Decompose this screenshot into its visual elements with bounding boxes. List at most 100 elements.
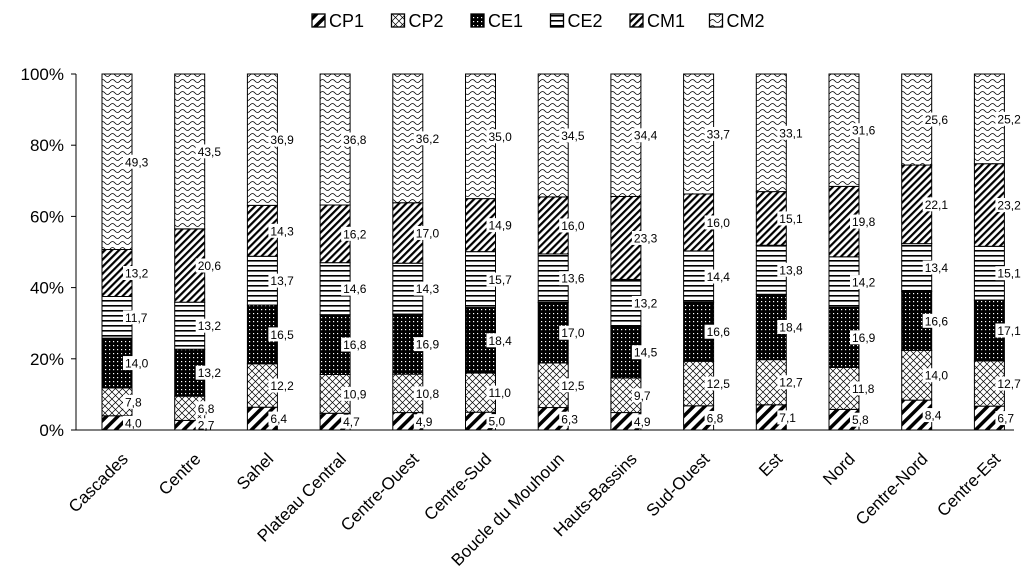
data-label-bg bbox=[777, 375, 810, 390]
data-label: 34,4 bbox=[634, 129, 658, 143]
data-label: 17,0 bbox=[561, 326, 585, 340]
data-label-bg bbox=[413, 337, 446, 352]
data-label-bg bbox=[123, 415, 148, 430]
data-label-bg bbox=[631, 128, 664, 143]
data-label: 13,2 bbox=[125, 267, 149, 281]
y-tick-label: 60% bbox=[30, 207, 64, 226]
data-label-bg bbox=[195, 258, 228, 273]
data-label: 16,0 bbox=[707, 216, 731, 230]
data-label-bg bbox=[268, 378, 301, 393]
data-label-bg bbox=[123, 154, 155, 169]
data-label-bg bbox=[195, 418, 221, 433]
data-label-bg bbox=[413, 281, 446, 296]
data-label: 16,9 bbox=[852, 331, 876, 345]
category-label: Centre-Ouest bbox=[337, 449, 423, 535]
y-tick-label: 40% bbox=[30, 279, 64, 298]
data-label-bg bbox=[631, 295, 664, 310]
data-label-bg bbox=[922, 313, 955, 328]
data-label-bg bbox=[995, 198, 1028, 213]
data-label-bg bbox=[486, 414, 512, 429]
data-label: 15,1 bbox=[997, 267, 1021, 281]
data-label: 14,9 bbox=[489, 219, 513, 233]
data-label: 13,2 bbox=[198, 319, 222, 333]
data-label: 33,1 bbox=[779, 126, 803, 140]
data-label: 17,0 bbox=[416, 226, 440, 240]
legend-label-ce1: CE1 bbox=[488, 11, 523, 31]
data-label-bg bbox=[704, 410, 730, 425]
category-label: Cascades bbox=[65, 449, 132, 516]
data-label: 23,2 bbox=[997, 199, 1021, 213]
data-label: 6,4 bbox=[270, 412, 287, 426]
data-label-bg bbox=[341, 281, 374, 296]
data-label: 6,8 bbox=[198, 402, 215, 416]
category-label: Centre bbox=[155, 449, 205, 499]
data-label: 14,3 bbox=[270, 224, 294, 238]
data-label-bg bbox=[559, 378, 592, 393]
data-label: 9,7 bbox=[634, 389, 651, 403]
data-label: 36,2 bbox=[416, 132, 440, 146]
data-label-bg bbox=[995, 111, 1028, 126]
data-label: 25,2 bbox=[997, 112, 1021, 126]
data-label: 4,9 bbox=[416, 415, 433, 429]
data-label-bg bbox=[268, 132, 301, 147]
data-label-bg bbox=[922, 260, 955, 275]
data-label-bg bbox=[413, 386, 446, 401]
data-label-bg bbox=[559, 271, 592, 286]
legend-swatch-cp2 bbox=[390, 13, 406, 28]
data-label-bg bbox=[631, 414, 657, 429]
data-label: 17,1 bbox=[997, 324, 1021, 338]
data-label: 10,9 bbox=[343, 387, 367, 401]
data-label: 12,7 bbox=[997, 377, 1021, 391]
data-label-bg bbox=[413, 414, 439, 429]
data-label: 31,6 bbox=[852, 124, 876, 138]
y-tick-label: 80% bbox=[30, 136, 64, 155]
data-label-bg bbox=[995, 411, 1021, 426]
data-label: 2,7 bbox=[198, 419, 215, 433]
legend-swatch-ce2 bbox=[549, 13, 565, 28]
data-label: 36,8 bbox=[343, 133, 367, 147]
data-label-bg bbox=[341, 132, 374, 147]
data-label: 19,8 bbox=[852, 215, 876, 229]
data-label: 14,4 bbox=[707, 270, 731, 284]
data-label: 10,8 bbox=[416, 387, 440, 401]
category-label: Est bbox=[755, 449, 786, 480]
data-label-bg bbox=[704, 376, 737, 391]
data-label: 16,8 bbox=[343, 338, 367, 352]
data-label-bg bbox=[850, 381, 882, 396]
data-label-bg bbox=[123, 310, 155, 325]
data-label-bg bbox=[850, 412, 875, 427]
data-label: 11,8 bbox=[852, 382, 875, 396]
legend-label-cp2: CP2 bbox=[409, 11, 444, 31]
data-label: 33,7 bbox=[707, 127, 731, 141]
data-label: 12,5 bbox=[561, 379, 585, 393]
data-label: 35,0 bbox=[489, 130, 513, 144]
data-label-bg bbox=[631, 230, 664, 245]
data-label: 6,8 bbox=[707, 411, 724, 425]
data-label: 16,6 bbox=[925, 314, 949, 328]
data-label-bg bbox=[777, 125, 810, 140]
data-label-bg bbox=[631, 388, 657, 403]
data-label-bg bbox=[995, 323, 1028, 338]
data-label: 5,0 bbox=[489, 415, 506, 429]
data-label-bg bbox=[559, 325, 592, 340]
data-label: 12,7 bbox=[779, 376, 803, 390]
data-label-bg bbox=[486, 385, 519, 400]
data-label: 36,9 bbox=[270, 133, 294, 147]
data-label: 23,3 bbox=[634, 231, 658, 245]
data-label: 22,1 bbox=[925, 198, 949, 212]
y-axis: 0% 20% 40% 60% 80% 100% bbox=[21, 65, 77, 440]
category-label: Sud-Ouest bbox=[643, 449, 714, 520]
data-label-bg bbox=[413, 131, 446, 146]
data-label: 6,7 bbox=[997, 412, 1014, 426]
data-label-bg bbox=[559, 411, 585, 426]
category-label: Centre-Est bbox=[933, 449, 1004, 520]
data-label: 16,9 bbox=[416, 338, 440, 352]
data-label: 11,0 bbox=[489, 386, 512, 400]
data-label-bg bbox=[922, 368, 955, 383]
data-label: 14,6 bbox=[343, 282, 367, 296]
data-label: 11,7 bbox=[125, 311, 148, 325]
data-label-bg bbox=[995, 266, 1028, 281]
data-labels: 4,0 7,8 14,0 11,7 13,2 49,3 2,7 6,8 13,2 13,2 20,6… bbox=[123, 111, 1028, 433]
